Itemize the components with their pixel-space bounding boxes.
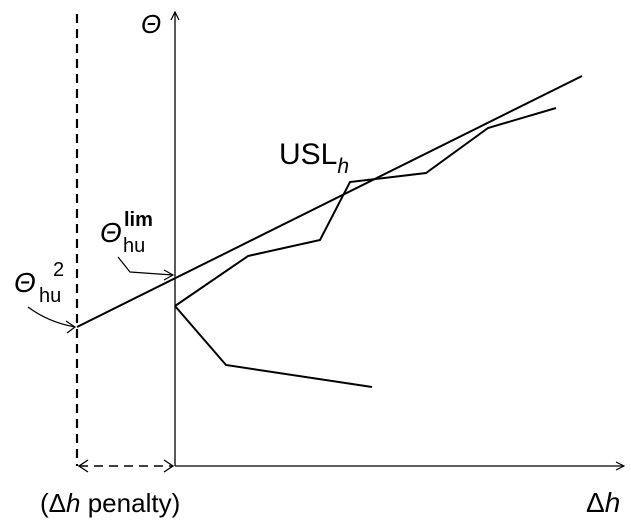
x-axis-label: Δh: [586, 487, 620, 518]
theta-2-label: Θ 2 hu: [14, 259, 64, 307]
penalty-label-open: (Δ: [40, 488, 66, 518]
penalty-label-rest: penalty): [81, 488, 181, 518]
usl-label-sub: h: [337, 155, 349, 178]
theta-2-sup: 2: [53, 259, 64, 281]
theta-lim-sub: hu: [123, 235, 145, 257]
theta-lim-label: Θ lim hu: [100, 209, 153, 257]
upper-curve: [174, 107, 557, 307]
y-axis-label: Θ: [141, 9, 161, 39]
theta-lim-sup: lim: [124, 209, 153, 231]
penalty-range-arrow: [77, 459, 175, 473]
usl-label: USLh: [279, 138, 349, 178]
usl-line: [76, 75, 583, 328]
theta-lim-leader-arrow: [117, 256, 174, 276]
lower-curve: [174, 305, 373, 388]
x-axis-label-var: h: [605, 487, 621, 518]
usl-label-main: USL: [279, 138, 337, 171]
theta-lim-base: Θ: [100, 217, 122, 248]
x-axis-label-delta: Δ: [586, 487, 605, 518]
theta-2-sub: hu: [39, 285, 61, 307]
theta-2-base: Θ: [14, 267, 36, 298]
penalty-label-var: h: [66, 488, 80, 518]
theta-2-leader-arrow: [27, 306, 76, 328]
penalty-label: (Δh penalty): [40, 488, 180, 518]
